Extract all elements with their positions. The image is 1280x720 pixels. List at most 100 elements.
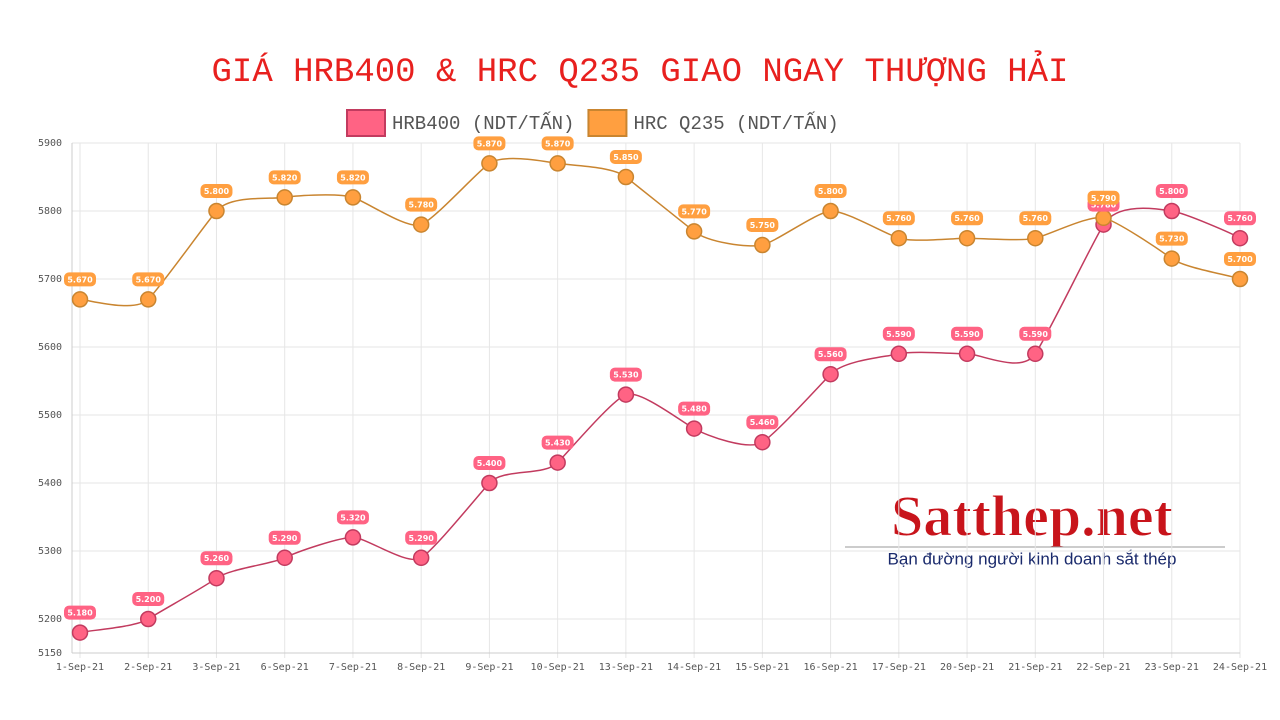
value-label: 5.670 bbox=[136, 275, 162, 284]
value-label-box bbox=[814, 184, 847, 198]
value-label-group: 5.670 bbox=[132, 272, 165, 287]
data-point bbox=[685, 223, 703, 240]
data-point bbox=[481, 155, 498, 172]
value-label-box bbox=[882, 326, 915, 341]
value-label-group: 5.400 bbox=[473, 456, 506, 470]
value-label: 5.590 bbox=[886, 330, 912, 339]
value-label: 5.730 bbox=[1159, 235, 1185, 244]
x-tick-label: 13-Sep-21 bbox=[599, 662, 653, 673]
value-label: 5.770 bbox=[681, 207, 707, 216]
value-label-group: 5.760 bbox=[1224, 211, 1256, 226]
value-label-box bbox=[336, 510, 369, 525]
y-tick-label: 5700 bbox=[38, 274, 62, 285]
value-label: 5.870 bbox=[477, 139, 503, 148]
data-point bbox=[276, 549, 293, 567]
data-point bbox=[276, 189, 293, 206]
x-tick-label: 6-Sep-21 bbox=[261, 662, 309, 673]
value-label-box bbox=[882, 211, 915, 226]
value-label-group: 5.820 bbox=[268, 170, 301, 185]
value-label-box bbox=[64, 605, 96, 620]
chart-title: GIÁ HRB400 & HRC Q235 GIAO NGAY THƯỢNG H… bbox=[212, 51, 1069, 92]
value-label-group: 5.320 bbox=[336, 510, 369, 525]
value-label-group: 5.780 bbox=[405, 197, 438, 212]
value-label: 5.750 bbox=[750, 221, 776, 230]
value-label-box bbox=[405, 530, 438, 545]
value-label: 5.260 bbox=[204, 554, 230, 563]
value-label: 5.760 bbox=[1227, 214, 1253, 223]
value-label: 5.700 bbox=[1227, 255, 1253, 264]
value-label: 5.760 bbox=[1023, 214, 1049, 223]
legend-label: HRC Q235 (NDT/TẤN) bbox=[633, 112, 838, 135]
value-label-group: 5.590 bbox=[1019, 326, 1052, 341]
value-label: 5.790 bbox=[1091, 194, 1117, 203]
data-point bbox=[1231, 270, 1249, 288]
series-line bbox=[79, 157, 1241, 307]
y-tick-label: 5200 bbox=[38, 614, 62, 625]
legend: HRB400 (NDT/TẤN) HRC Q235 (NDT/TẤN) bbox=[346, 109, 839, 137]
data-point bbox=[1095, 209, 1112, 227]
data-point bbox=[344, 189, 362, 206]
y-tick-label: 5900 bbox=[38, 138, 62, 149]
value-label-box bbox=[609, 367, 642, 382]
value-label: 5.530 bbox=[613, 371, 639, 380]
y-tick-label: 5800 bbox=[38, 206, 62, 217]
value-label-box bbox=[678, 401, 711, 416]
x-tick-label: 8-Sep-21 bbox=[397, 662, 445, 673]
data-point bbox=[958, 345, 976, 363]
value-label: 5.480 bbox=[681, 405, 707, 414]
value-label: 5.290 bbox=[409, 534, 435, 543]
data-point bbox=[71, 624, 89, 641]
x-tick-label: 20-Sep-21 bbox=[940, 662, 994, 673]
data-point bbox=[549, 454, 566, 471]
value-label-box bbox=[268, 170, 301, 185]
value-label: 5.460 bbox=[750, 418, 776, 427]
value-label-group: 5.590 bbox=[882, 326, 915, 341]
value-label: 5.760 bbox=[886, 214, 912, 223]
value-label-group: 5.850 bbox=[609, 150, 642, 164]
y-tick-label: 5150 bbox=[38, 648, 62, 659]
data-point bbox=[139, 291, 157, 308]
data-point bbox=[208, 569, 225, 587]
y-tick-label: 5500 bbox=[38, 410, 62, 421]
value-label-box bbox=[1224, 211, 1256, 226]
value-label: 5.180 bbox=[67, 609, 93, 618]
value-label-box bbox=[64, 272, 96, 287]
value-label-box bbox=[336, 170, 369, 185]
series-line bbox=[79, 207, 1241, 634]
value-label: 5.200 bbox=[136, 595, 162, 604]
value-label: 5.560 bbox=[818, 350, 844, 359]
data-point bbox=[412, 216, 430, 233]
x-tick-label: 23-Sep-21 bbox=[1145, 662, 1199, 673]
value-label-box bbox=[1019, 326, 1052, 341]
value-label: 5.760 bbox=[954, 214, 980, 223]
value-label-group: 5.700 bbox=[1224, 252, 1256, 266]
value-label: 5.820 bbox=[272, 173, 298, 182]
y-tick-label: 5300 bbox=[38, 546, 62, 557]
data-point bbox=[1027, 229, 1044, 247]
value-label: 5.320 bbox=[340, 513, 366, 522]
value-label: 5.800 bbox=[1159, 187, 1185, 196]
value-label-box bbox=[268, 530, 301, 545]
value-label-group: 5.530 bbox=[609, 367, 642, 382]
data-point bbox=[685, 420, 703, 437]
data-point bbox=[549, 155, 566, 172]
value-label: 5.590 bbox=[1023, 330, 1049, 339]
data-point bbox=[617, 386, 635, 403]
value-label-group: 5.870 bbox=[541, 136, 574, 151]
legend-swatch bbox=[346, 109, 386, 137]
value-label-group: 5.800 bbox=[1155, 184, 1188, 198]
watermark-slogan: Bạn đường người kinh doanh sắt thép bbox=[888, 549, 1177, 568]
value-label-box bbox=[200, 184, 233, 198]
value-label: 5.800 bbox=[204, 187, 230, 196]
legend-label: HRB400 (NDT/TẤN) bbox=[392, 112, 574, 135]
value-label-group: 5.760 bbox=[882, 211, 915, 226]
x-tick-label: 14-Sep-21 bbox=[667, 662, 721, 673]
x-tick-label: 24-Sep-21 bbox=[1213, 662, 1267, 673]
data-point bbox=[754, 433, 771, 451]
y-tick-label: 5400 bbox=[38, 478, 62, 489]
grid-layer bbox=[72, 142, 1241, 658]
value-label-box bbox=[814, 347, 847, 362]
value-label-box bbox=[678, 204, 711, 219]
data-point bbox=[822, 202, 839, 220]
value-label: 5.820 bbox=[340, 173, 366, 182]
